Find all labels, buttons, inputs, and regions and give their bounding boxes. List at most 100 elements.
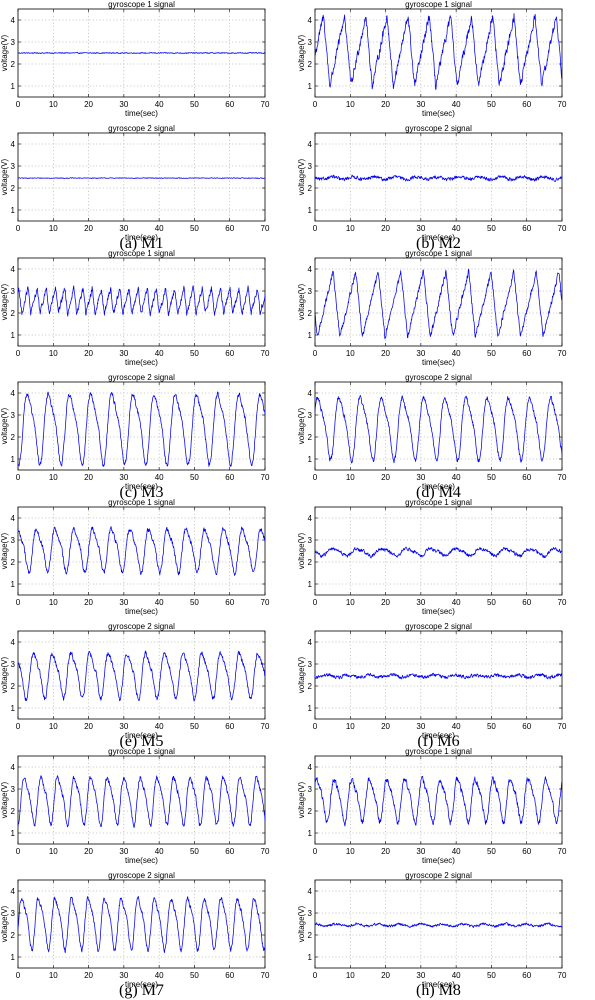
plot-area [314,879,563,969]
plot-title: gyroscope 1 signal [405,498,472,507]
x-tick-label: 0 [313,224,318,233]
plot-title: gyroscope 2 signal [405,622,472,631]
x-axis-label: time(sec) [422,980,455,989]
x-axis-label: time(sec) [422,109,455,118]
y-tick-label: 4 [308,16,313,25]
y-tick-label: 4 [308,887,313,896]
x-tick-label: 40 [452,598,461,607]
signal-trace [17,896,266,954]
y-tick-label: 4 [11,887,16,896]
y-tick-label: 2 [11,807,16,816]
x-axis-label: time(sec) [422,856,455,865]
x-tick-label: 30 [416,473,425,482]
x-tick-label: 20 [84,349,93,358]
x-tick-label: 40 [155,473,164,482]
x-tick-label: 30 [119,473,128,482]
x-tick-label: 20 [381,224,390,233]
y-axis-label: voltage(V) [0,283,9,320]
y-tick-label: 2 [308,433,313,442]
plot-16: 0 10 20 30 40 50 60 70 1 2 3 4 gyroscope 2 signal tim… [297,871,567,989]
x-tick-label: 30 [416,100,425,109]
y-tick-label: 2 [308,807,313,816]
x-tick-label: 50 [190,473,199,482]
x-tick-label: 70 [558,971,567,980]
plot-area [314,630,563,720]
y-tick-label: 1 [11,829,16,838]
x-tick-label: 0 [16,971,21,980]
x-tick-label: 30 [416,722,425,731]
signal-trace [314,395,563,464]
panel-caption: (g) M7 [119,982,164,999]
y-tick-label: 3 [308,660,313,669]
x-tick-label: 10 [346,473,355,482]
y-tick-label: 3 [11,38,16,47]
panel-caption: (b) M2 [416,235,461,252]
y-tick-label: 1 [308,206,313,215]
x-tick-label: 30 [119,722,128,731]
y-tick-label: 3 [11,162,16,171]
plot-title: gyroscope 2 signal [405,871,472,880]
x-tick-label: 20 [381,722,390,731]
x-tick-label: 70 [558,847,567,856]
x-tick-label: 40 [452,722,461,731]
x-tick-label: 40 [452,349,461,358]
y-tick-label: 4 [11,763,16,772]
x-tick-label: 40 [155,100,164,109]
x-axis-label: time(sec) [125,731,158,740]
x-tick-label: 50 [190,598,199,607]
y-tick-label: 1 [308,704,313,713]
plot-title: gyroscope 1 signal [405,747,472,756]
y-tick-label: 4 [308,140,313,149]
x-tick-label: 60 [225,971,234,980]
x-tick-label: 60 [522,349,531,358]
x-tick-label: 20 [84,224,93,233]
y-tick-label: 1 [308,455,313,464]
plot-title: gyroscope 2 signal [108,871,175,880]
x-tick-label: 50 [190,224,199,233]
plot-title: gyroscope 1 signal [108,747,175,756]
x-tick-label: 0 [16,100,21,109]
y-axis-label: voltage(V) [297,158,306,195]
x-axis-label: time(sec) [125,607,158,616]
x-tick-label: 40 [155,971,164,980]
y-tick-label: 4 [11,140,16,149]
x-tick-label: 40 [452,473,461,482]
x-tick-label: 10 [49,598,58,607]
x-tick-label: 60 [225,349,234,358]
y-tick-label: 3 [11,536,16,545]
x-tick-label: 50 [190,722,199,731]
y-tick-label: 3 [308,536,313,545]
x-tick-label: 60 [225,598,234,607]
y-tick-label: 1 [11,704,16,713]
x-tick-label: 0 [16,224,21,233]
y-tick-label: 1 [308,331,313,340]
y-tick-label: 1 [11,331,16,340]
x-tick-label: 70 [558,598,567,607]
x-tick-label: 60 [522,971,531,980]
x-axis-label: time(sec) [125,358,158,367]
x-tick-label: 50 [487,971,496,980]
y-tick-label: 1 [308,82,313,91]
x-tick-label: 20 [381,100,390,109]
x-tick-label: 0 [313,722,318,731]
y-tick-label: 1 [308,829,313,838]
x-tick-label: 60 [522,224,531,233]
signal-trace [314,546,563,559]
plot-10: 0 10 20 30 40 50 60 70 1 2 3 4 gyroscope 2 signal tim… [0,622,270,740]
y-axis-label: voltage(V) [0,158,9,195]
x-tick-label: 60 [225,722,234,731]
plot-area [17,879,266,969]
signal-trace [17,526,266,576]
x-tick-label: 40 [155,224,164,233]
y-tick-label: 3 [308,38,313,47]
x-tick-label: 70 [558,224,567,233]
plot-area [17,257,266,347]
x-tick-label: 70 [558,473,567,482]
y-tick-label: 1 [11,82,16,91]
x-tick-label: 10 [49,722,58,731]
x-tick-label: 70 [558,722,567,731]
plot-title: gyroscope 1 signal [108,249,175,258]
x-tick-label: 60 [225,100,234,109]
plot-11: 0 10 20 30 40 50 60 70 1 2 3 4 gyroscope 1 signal tim… [297,498,567,616]
plot-title: gyroscope 1 signal [108,498,175,507]
